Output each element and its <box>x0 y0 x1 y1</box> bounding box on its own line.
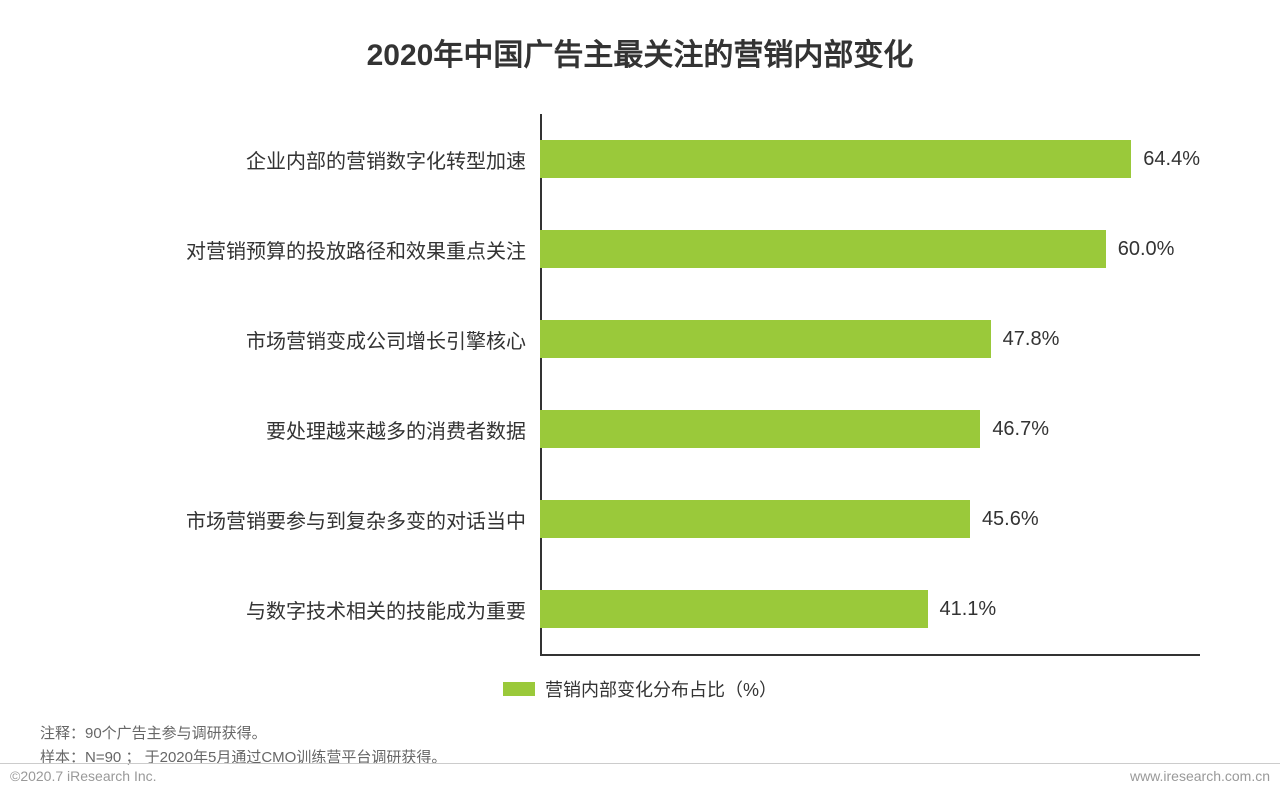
footer: ©2020.7 iResearch Inc. www.iresearch.com… <box>0 763 1280 784</box>
bar-track: 47.8% <box>540 320 1200 358</box>
bar <box>540 320 991 358</box>
bar <box>540 590 928 628</box>
bar-row: 与数字技术相关的技能成为重要 41.1% <box>40 564 1240 654</box>
bar-value: 60.0% <box>1118 238 1175 261</box>
bar-label: 市场营销要参与到复杂多变的对话当中 <box>40 505 540 534</box>
bar-label: 市场营销变成公司增长引擎核心 <box>40 325 540 354</box>
bar-value: 46.7% <box>992 418 1049 441</box>
y-axis-line <box>540 114 542 654</box>
bar-row: 企业内部的营销数字化转型加速 64.4% <box>40 114 1240 204</box>
bar-track: 41.1% <box>540 590 1200 628</box>
bar <box>540 230 1106 268</box>
legend-label: 营销内部变化分布占比（%） <box>545 676 777 702</box>
bar-label: 企业内部的营销数字化转型加速 <box>40 145 540 174</box>
legend-swatch <box>503 682 535 696</box>
container: 2020年中国广告主最关注的营销内部变化 企业内部的营销数字化转型加速 64.4… <box>0 0 1280 790</box>
bar-label: 与数字技术相关的技能成为重要 <box>40 595 540 624</box>
x-axis-line <box>540 654 1200 656</box>
bar-value: 45.6% <box>982 508 1039 531</box>
bar <box>540 410 980 448</box>
bar-row: 市场营销要参与到复杂多变的对话当中 45.6% <box>40 474 1240 564</box>
bar-track: 45.6% <box>540 500 1200 538</box>
footer-left: ©2020.7 iResearch Inc. <box>10 768 157 784</box>
bar-label: 对营销预算的投放路径和效果重点关注 <box>40 235 540 264</box>
chart-title: 2020年中国广告主最关注的营销内部变化 <box>40 30 1240 74</box>
bar-row: 对营销预算的投放路径和效果重点关注 60.0% <box>40 204 1240 294</box>
bar-track: 60.0% <box>540 230 1200 268</box>
chart-area: 企业内部的营销数字化转型加速 64.4% 对营销预算的投放路径和效果重点关注 6… <box>40 114 1240 712</box>
legend: 营销内部变化分布占比（%） <box>40 676 1240 702</box>
bar-value: 47.8% <box>1003 328 1060 351</box>
bar-value: 41.1% <box>940 598 997 621</box>
bar <box>540 500 970 538</box>
bar-value: 64.4% <box>1143 148 1200 171</box>
bar-track: 64.4% <box>540 140 1200 178</box>
bar-row: 要处理越来越多的消费者数据 46.7% <box>40 384 1240 474</box>
bar-row: 市场营销变成公司增长引擎核心 47.8% <box>40 294 1240 384</box>
bar-label: 要处理越来越多的消费者数据 <box>40 415 540 444</box>
bar-track: 46.7% <box>540 410 1200 448</box>
note-line-1: 注释：90个广告主参与调研获得。 <box>40 722 1240 746</box>
bar <box>540 140 1131 178</box>
footer-right: www.iresearch.com.cn <box>1130 768 1270 784</box>
